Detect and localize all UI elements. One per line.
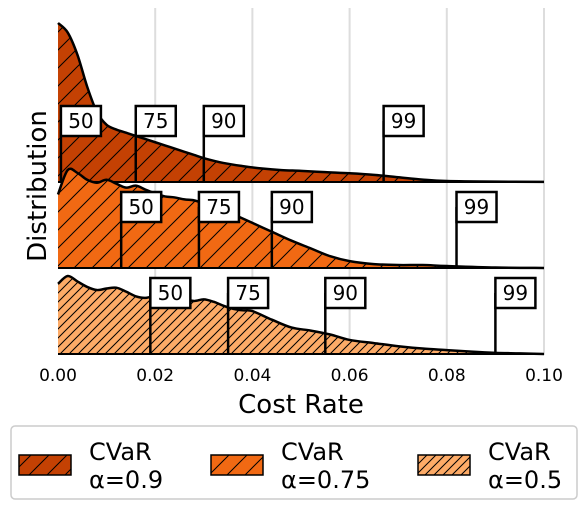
legend-label: CVaR α=0.5 bbox=[488, 438, 562, 494]
y-axis-title: Distribution bbox=[23, 110, 53, 262]
percentile-box bbox=[226, 276, 270, 310]
percentile-box bbox=[494, 276, 537, 310]
legend: CVaR α=0.9 CVaR α=0.75 CVaR α=0.5 bbox=[10, 425, 578, 500]
legend-swatch bbox=[18, 454, 72, 476]
percentile-label-90: 90 bbox=[211, 109, 236, 133]
ridge-series-2: 50 75 90 99 bbox=[56, 167, 545, 270]
legend-swatch bbox=[417, 454, 471, 476]
x-tick-label: 0.00 bbox=[39, 366, 77, 386]
ridge-series-1: 50 75 90 99 bbox=[57, 22, 545, 184]
percentile-box bbox=[455, 190, 498, 224]
percentile-label-50: 50 bbox=[68, 109, 93, 133]
x-tick-label: 0.10 bbox=[525, 366, 563, 386]
percentile-box bbox=[149, 276, 192, 310]
x-tick-label: 0.04 bbox=[233, 366, 271, 386]
ridge-plots: 50 75 90 99 50 75 90 99 50 75 90 99 bbox=[56, 22, 545, 356]
percentile-box bbox=[119, 190, 163, 224]
legend-item-1: CVaR α=0.9 bbox=[18, 438, 163, 494]
legend-frame bbox=[10, 425, 578, 500]
density-area bbox=[58, 275, 544, 354]
density-curve bbox=[57, 274, 545, 356]
percentile-label-90: 90 bbox=[279, 195, 304, 219]
density-area bbox=[58, 168, 544, 268]
x-axis: 0.00 0.02 0.04 0.06 0.08 0.10 bbox=[39, 366, 563, 386]
x-axis-title: Cost Rate bbox=[238, 390, 364, 420]
percentile-box bbox=[324, 276, 367, 310]
percentile-label-75: 75 bbox=[235, 281, 260, 305]
legend-label: CVaR α=0.9 bbox=[89, 438, 163, 494]
density-area bbox=[58, 23, 544, 182]
legend-item-2: CVaR α=0.75 bbox=[210, 438, 370, 494]
ridge-series-3: 50 75 90 99 bbox=[57, 274, 545, 356]
x-tick-label: 0.06 bbox=[331, 366, 369, 386]
legend-item-3: CVaR α=0.5 bbox=[417, 438, 562, 494]
percentile-label-90: 90 bbox=[333, 281, 358, 305]
legend-swatch bbox=[210, 454, 264, 476]
percentile-box bbox=[59, 104, 103, 138]
percentile-box bbox=[134, 104, 178, 138]
percentile-label-75: 75 bbox=[206, 195, 231, 219]
percentile-label-99: 99 bbox=[464, 195, 489, 219]
percentile-box bbox=[202, 104, 246, 138]
percentile-label-50: 50 bbox=[128, 195, 153, 219]
percentile-box bbox=[197, 190, 241, 224]
x-tick-label: 0.02 bbox=[136, 366, 174, 386]
percentile-box bbox=[382, 104, 425, 138]
percentile-box bbox=[270, 190, 314, 224]
x-tick-label: 0.08 bbox=[428, 366, 466, 386]
percentile-label-99: 99 bbox=[503, 281, 528, 305]
legend-label: CVaR α=0.75 bbox=[281, 438, 370, 494]
percentile-label-75: 75 bbox=[143, 109, 168, 133]
density-curve bbox=[57, 22, 545, 184]
percentile-label-50: 50 bbox=[158, 281, 183, 305]
percentile-label-99: 99 bbox=[391, 109, 416, 133]
